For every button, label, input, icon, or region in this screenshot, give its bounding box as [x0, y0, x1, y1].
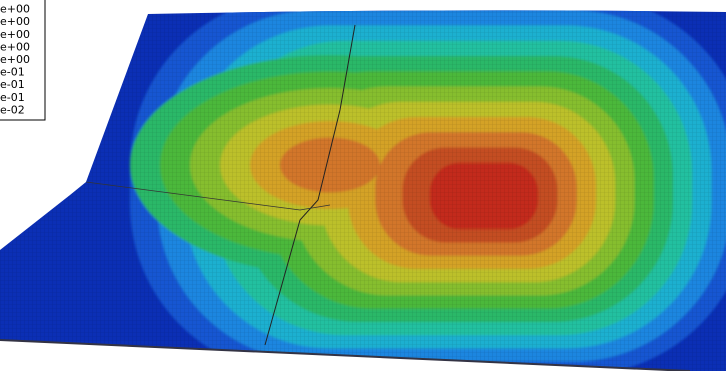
- legend-label: e+00: [0, 53, 30, 66]
- legend-label: e-01: [0, 66, 25, 79]
- legend-label: e+00: [0, 40, 30, 53]
- contour-view: e+00e+00e+00e+00e+00e+00e-01e-01e-01e-02: [0, 0, 726, 371]
- plate: [0, 0, 726, 371]
- legend-label: e-01: [0, 78, 25, 91]
- legend-label: e+00: [0, 28, 30, 41]
- legend-label: e+00: [0, 15, 30, 28]
- legend-label: e-02: [0, 103, 25, 116]
- page: e+00e+00e+00e+00e+00e+00e-01e-01e-01e-02…: [0, 0, 726, 371]
- legend-label: e-01: [0, 91, 25, 104]
- legend-label: e+00: [0, 3, 30, 16]
